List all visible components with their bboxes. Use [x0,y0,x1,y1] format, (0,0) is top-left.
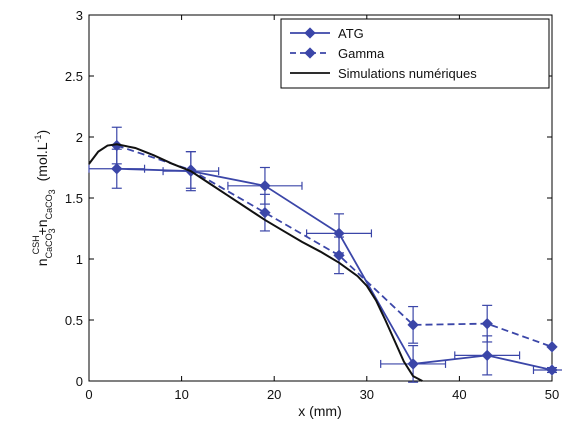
x-tick-label: 0 [85,387,92,402]
y-tick-label: 3 [76,8,83,23]
y-tick-label: 1.5 [65,191,83,206]
x-tick-label: 30 [360,387,374,402]
x-tick-label: 50 [545,387,559,402]
x-tick-label: 20 [267,387,281,402]
data-point-marker [481,318,493,330]
y-label-n: n [34,258,50,266]
y-label-sup: CSH [31,235,41,254]
data-point-marker [259,206,271,219]
data-point-marker [259,180,271,192]
data-point-marker [407,319,419,331]
x-axis-label: x (mm) [298,403,342,419]
y-label-unit-open: (mol.L [34,142,50,181]
y-label-sub2b: 3 [47,189,57,194]
legend-sim-label: Simulations numériques [338,66,477,81]
data-point-marker [407,358,419,370]
y-label-sub1: CaCO [44,233,54,258]
x-tick-label: 10 [174,387,188,402]
series-layer [88,126,562,383]
data-point-marker [546,341,558,353]
y-tick-label: 1 [76,252,83,267]
y-tick-label: 0 [76,374,83,389]
legend-gamma-label: Gamma [338,46,385,61]
y-label-unit-close: ) [34,130,50,135]
y-tick-label: 2.5 [65,69,83,84]
y-label-unit-exp: -1 [33,134,43,142]
y-label-sub1b: 3 [47,228,57,233]
axis-ticks: 0 10 20 30 40 50 0 0.5 1 1.5 2 2.5 3 [65,8,559,402]
legend: ATG Gamma Simulations numériques [280,18,550,89]
y-axis-label: nCaCO3CSH+nCaCO3(mol.L-1) [31,130,57,266]
data-point-marker [481,349,493,362]
y-tick-label: 2 [76,130,83,145]
data-point-marker [333,249,345,261]
y-label-plus: +n [34,219,50,235]
y-label-sub2: CaCO [44,194,54,219]
x-tick-label: 40 [452,387,466,402]
legend-atg-label: ATG [338,26,364,41]
series-2 [88,143,423,382]
data-point-marker [333,227,345,240]
svg-text:nCaCO3CSH+nCaCO3(mol.L-1): nCaCO3CSH+nCaCO3(mol.L-1) [31,130,57,266]
legend-gamma-marker [304,47,316,59]
data-point-marker [546,364,558,376]
y-tick-label: 0.5 [65,313,83,328]
series-line [88,143,423,382]
